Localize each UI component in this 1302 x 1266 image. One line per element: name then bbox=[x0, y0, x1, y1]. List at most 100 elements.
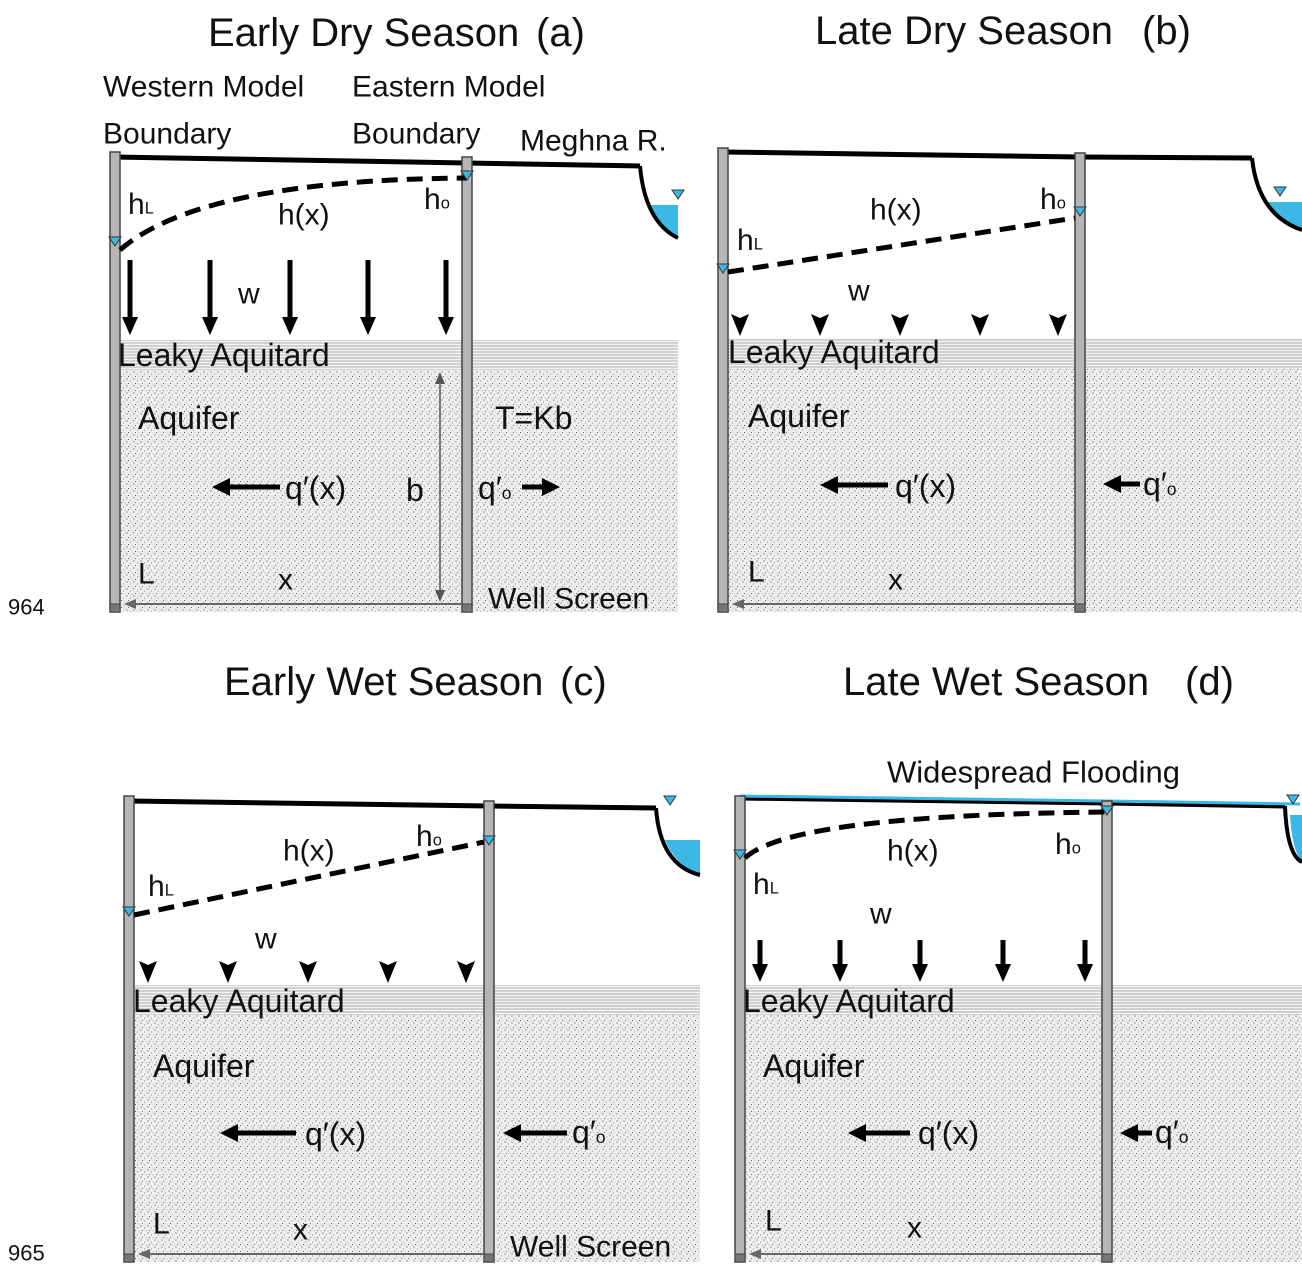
flow-label: q′(x) bbox=[918, 1115, 979, 1151]
well-screen bbox=[462, 157, 472, 612]
head-left-sub: L bbox=[145, 200, 154, 218]
distance-label: x bbox=[888, 564, 903, 597]
page: {"line_numbers": ["964", "965"], "panels… bbox=[0, 0, 1302, 1266]
head-left-base: h bbox=[148, 870, 165, 903]
length-label: L bbox=[153, 1208, 170, 1241]
panel-tag: (d) bbox=[1185, 660, 1234, 704]
figure: 964 965 Early Dry Season (a) Western Model Bo… bbox=[0, 0, 1302, 1266]
recharge-arrow bbox=[1049, 314, 1067, 336]
screen-label: Well Screen bbox=[510, 1231, 671, 1264]
well-screen bbox=[718, 148, 728, 612]
panel-tag: (b) bbox=[1142, 9, 1191, 53]
recharge-arrow bbox=[219, 961, 237, 983]
head-left-sub: L bbox=[770, 880, 779, 898]
head-right-sub: o bbox=[433, 832, 442, 850]
well-screen-base bbox=[1075, 604, 1085, 612]
outflow-label-base: q′ bbox=[478, 470, 502, 506]
boundary-label: Boundary bbox=[103, 118, 231, 151]
head-right-base: h bbox=[1055, 828, 1072, 861]
outflow-label-base: q′ bbox=[1143, 466, 1167, 502]
recharge-arrow bbox=[811, 314, 829, 336]
head-left-base: h bbox=[753, 868, 770, 901]
panel-title: Late Wet Season bbox=[843, 660, 1149, 704]
outflow-label-sub: o bbox=[1179, 1127, 1189, 1147]
boundary-label: Boundary bbox=[352, 118, 480, 151]
recharge-arrow-head bbox=[752, 964, 768, 982]
head-left-base: h bbox=[128, 188, 145, 221]
transmissivity-label: T=Kb bbox=[495, 400, 572, 436]
head-label: h(x) bbox=[278, 199, 330, 232]
distance-label: x bbox=[293, 1214, 308, 1247]
head-right-base: h bbox=[424, 183, 441, 216]
panel-tag: (c) bbox=[560, 660, 607, 704]
boundary-label: Western Model bbox=[103, 71, 304, 104]
river-water bbox=[650, 205, 678, 238]
recharge-arrow-head bbox=[438, 317, 454, 335]
river-label: Meghna R. bbox=[520, 125, 667, 158]
outflow-label-base: q′ bbox=[1155, 1114, 1179, 1150]
line-number: 965 bbox=[8, 1241, 45, 1266]
length-label: L bbox=[765, 1205, 782, 1238]
well-screen bbox=[1075, 153, 1085, 612]
head-left: hL bbox=[753, 868, 779, 901]
well-screen-base bbox=[124, 1254, 134, 1262]
recharge-arrow bbox=[891, 314, 909, 336]
outflow-label-base: q′ bbox=[572, 1114, 596, 1150]
well-screen-base bbox=[110, 604, 120, 612]
boundary-label: Eastern Model bbox=[352, 71, 545, 104]
well-screen-base bbox=[735, 1254, 745, 1262]
recharge-arrow bbox=[971, 314, 989, 336]
recharge-arrow-head bbox=[912, 964, 928, 982]
well-screen-base bbox=[718, 604, 728, 612]
head-left-sub: L bbox=[754, 236, 763, 254]
thickness-label: b bbox=[406, 472, 424, 508]
well-screen-base bbox=[1102, 1254, 1112, 1262]
head-right-sub: o bbox=[1057, 195, 1066, 213]
head-left-base: h bbox=[737, 224, 754, 257]
recharge-arrow-head bbox=[360, 317, 376, 335]
well-screen bbox=[124, 796, 134, 1262]
flow-label: q′(x) bbox=[895, 468, 956, 504]
ground-surface bbox=[115, 157, 640, 166]
recharge-arrow-head bbox=[282, 317, 298, 335]
screen-label: Well Screen bbox=[488, 583, 649, 616]
well-screen bbox=[484, 801, 494, 1262]
line-number: 964 bbox=[8, 595, 45, 620]
recharge-arrow-head bbox=[1077, 964, 1093, 982]
aquifer-label: Aquifer bbox=[748, 398, 850, 434]
aquifer-label: Aquifer bbox=[138, 400, 240, 436]
panel-title: Early Dry Season bbox=[208, 11, 519, 55]
outflow-label-sub: o bbox=[596, 1127, 606, 1147]
recharge-arrow bbox=[299, 961, 317, 983]
head-label: h(x) bbox=[870, 194, 922, 227]
recharge-label: w bbox=[847, 275, 870, 308]
aquifer-label: Aquifer bbox=[153, 1048, 255, 1084]
recharge-label: w bbox=[254, 923, 277, 956]
distance-label: x bbox=[907, 1212, 922, 1245]
recharge-label: w bbox=[237, 278, 260, 311]
recharge-arrow-head bbox=[202, 317, 218, 335]
length-label: L bbox=[138, 558, 155, 591]
head-right: ho bbox=[424, 183, 450, 216]
length-label: L bbox=[748, 556, 765, 589]
aquitard-label: Leaky Aquitard bbox=[133, 983, 345, 1019]
recharge-arrow bbox=[379, 961, 397, 983]
recharge-arrow-head bbox=[995, 964, 1011, 982]
head-right-sub: o bbox=[441, 195, 450, 213]
head-right: ho bbox=[416, 820, 442, 853]
head-right: ho bbox=[1040, 183, 1066, 216]
head-left: hL bbox=[148, 870, 174, 903]
water-level bbox=[1274, 187, 1286, 196]
aquitard-label: Leaky Aquitard bbox=[743, 983, 955, 1019]
recharge-arrow bbox=[731, 314, 749, 336]
recharge-label: w bbox=[869, 898, 892, 931]
head-right-base: h bbox=[1040, 183, 1057, 216]
head-right: ho bbox=[1055, 828, 1081, 861]
water-level bbox=[664, 796, 676, 805]
flow-label: q′(x) bbox=[285, 470, 346, 506]
panel-title: Early Wet Season bbox=[224, 660, 543, 704]
flow-label: q′(x) bbox=[305, 1116, 366, 1152]
panel-tag: (a) bbox=[536, 11, 585, 55]
panel-title: Late Dry Season bbox=[815, 9, 1113, 53]
head-left: hL bbox=[128, 188, 154, 221]
